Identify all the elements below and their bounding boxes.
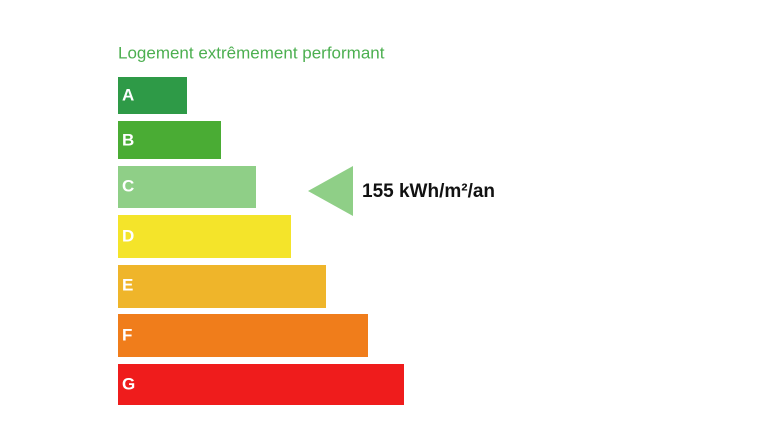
indicator-arrow (308, 166, 353, 216)
class-label: F (122, 325, 132, 344)
class-label: E (122, 275, 133, 294)
class-bar (118, 265, 326, 308)
class-label: A (122, 85, 134, 104)
class-bar (118, 314, 368, 357)
class-bar (118, 215, 291, 258)
class-bar (118, 166, 256, 208)
class-bar (118, 121, 221, 159)
class-label: G (122, 374, 135, 393)
class-bar (118, 364, 404, 405)
class-bar (118, 77, 187, 114)
class-label: C (122, 176, 134, 195)
class-label: D (122, 226, 134, 245)
class-label: B (122, 130, 134, 149)
title: Logement extrêmement performant (118, 43, 385, 62)
indicator-text: 155 kWh/m²/an (362, 181, 495, 202)
